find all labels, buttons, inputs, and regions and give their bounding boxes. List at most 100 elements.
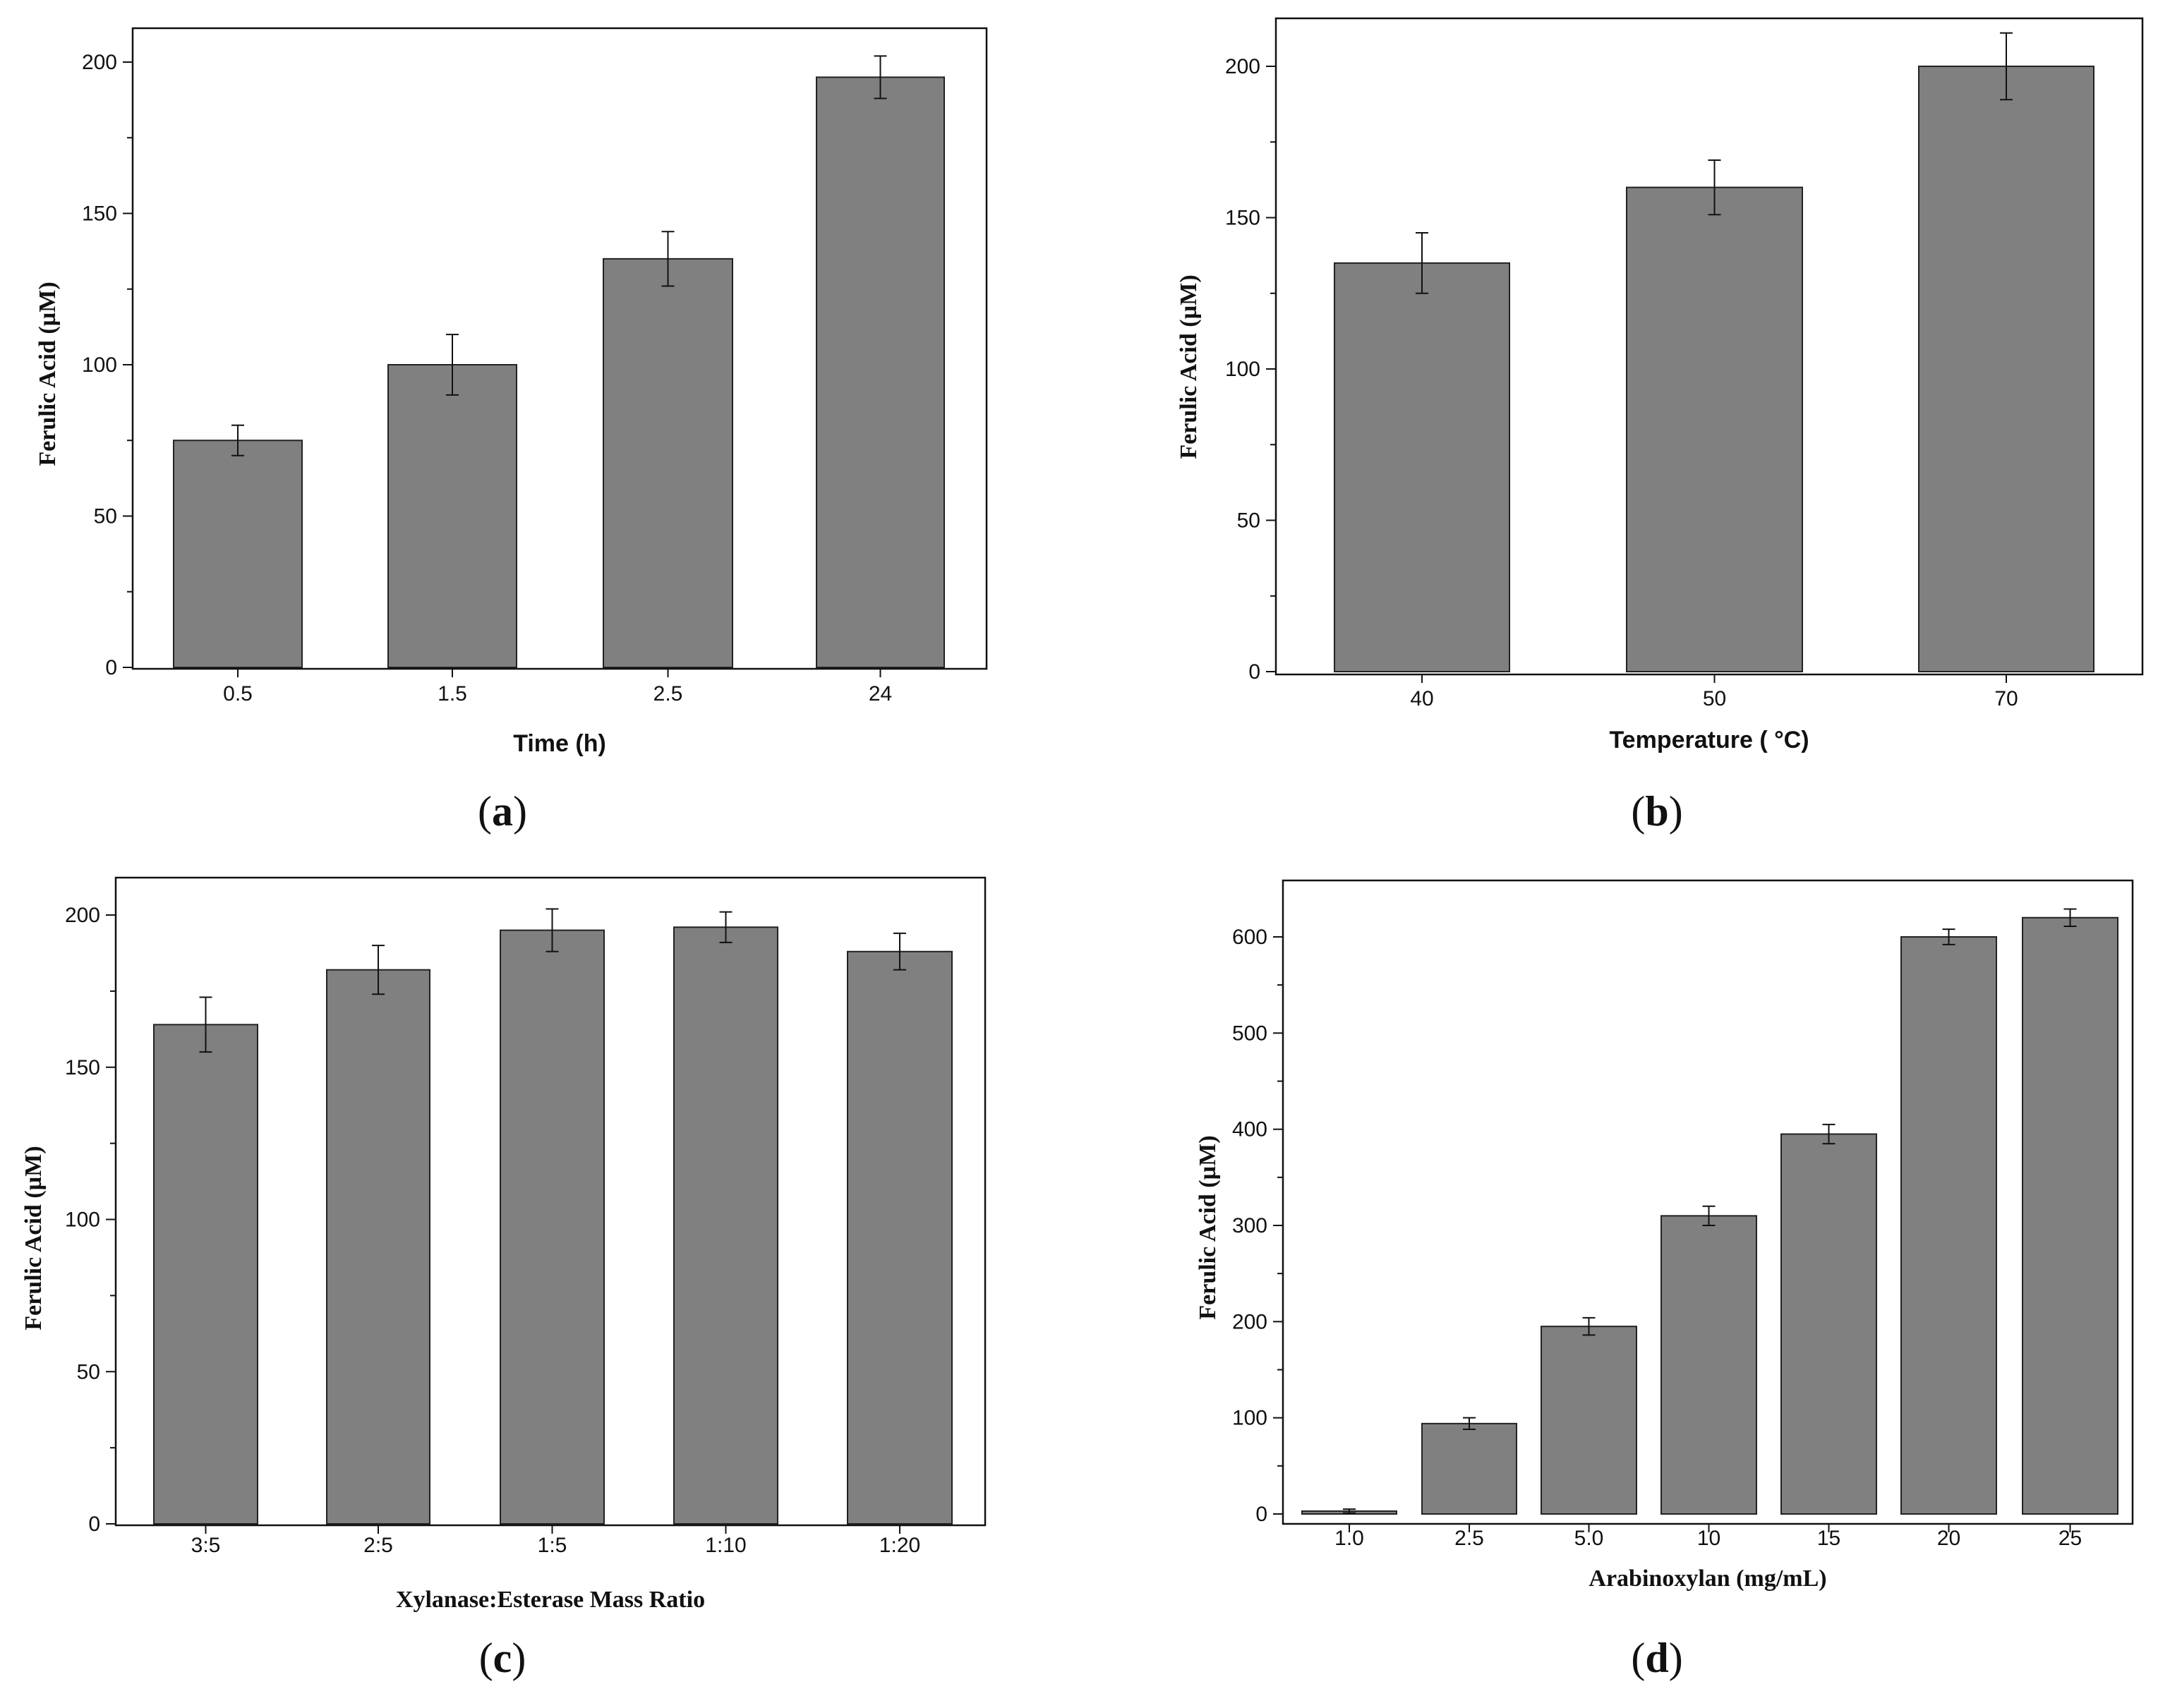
bar: [1900, 936, 1997, 1515]
error-bar: [719, 911, 733, 943]
chart-panel-a: 0 50 100 150 200 0.5 1.5 2.5 24 Time (h) Ferulic A…: [35, 27, 988, 835]
y-axis-title: Ferulic Acid (µM): [20, 1146, 47, 1330]
bar: [1626, 186, 1803, 673]
panel-caption-letter: a: [492, 788, 513, 835]
plot-frame: [131, 27, 988, 670]
bar: [1918, 66, 2094, 672]
chart-panel-c: 0 50 100 150 200 3:5 2:5 1:5 1:10 1:20 Xylanase:Es…: [20, 876, 987, 1681]
x-tick-label: 40: [1410, 687, 1433, 710]
plot-frame: [114, 876, 987, 1527]
y-tick-label: 100: [65, 1209, 100, 1232]
error-bar: [545, 908, 559, 952]
bar: [153, 1024, 258, 1525]
error-bar: [1708, 159, 1721, 216]
error-bar: [874, 55, 887, 99]
x-tick-label: 2.5: [653, 682, 683, 705]
x-tick-label: 0.5: [223, 682, 253, 705]
error-bar: [1822, 1123, 1836, 1145]
x-axis-title: Arabinoxylan (mg/mL): [1589, 1565, 1826, 1592]
y-tick-label: 100: [82, 353, 117, 377]
panel-caption-letter: c: [493, 1635, 512, 1681]
plot-frame: [1282, 879, 2134, 1525]
panel-caption-letter: b: [1645, 788, 1668, 835]
x-tick-label: 15: [1817, 1527, 1840, 1550]
x-tick-label: 10: [1697, 1527, 1720, 1550]
plot-frame: [1274, 17, 2144, 676]
y-tick-label: 0: [1255, 1503, 1267, 1526]
x-tick-label: 1.5: [438, 682, 467, 705]
y-axis-title: Ferulic Acid (µM): [1195, 1135, 1221, 1319]
error-bar: [1463, 1417, 1476, 1431]
y-tick-label: 200: [82, 51, 117, 74]
error-bar: [1343, 1508, 1356, 1514]
bar: [673, 926, 778, 1525]
x-tick-label: 1:5: [538, 1534, 567, 1557]
y-axis-title: Ferulic Acid (µM): [1176, 274, 1202, 459]
panel-caption: (b): [1631, 788, 1682, 835]
x-tick-label: 1:10: [705, 1534, 746, 1557]
x-tick-label: 2.5: [1454, 1527, 1484, 1550]
y-tick-label: 600: [1232, 926, 1267, 949]
bar: [1660, 1215, 1757, 1515]
y-tick-label: 50: [1237, 509, 1260, 533]
error-bar: [372, 945, 385, 995]
x-axis-title: Xylanase:Esterase Mass Ratio: [396, 1587, 705, 1613]
bar: [1334, 262, 1510, 673]
y-tick-label: 200: [1225, 55, 1260, 78]
bar: [1541, 1326, 1637, 1515]
y-tick-label: 0: [105, 656, 117, 679]
panel-caption: (c): [479, 1635, 526, 1681]
bar: [847, 950, 953, 1525]
error-bar: [1416, 231, 1428, 294]
error-bar: [2063, 908, 2077, 928]
error-bar: [1702, 1205, 1716, 1226]
bar: [603, 258, 733, 669]
error-bar: [1582, 1316, 1596, 1336]
x-tick-label: 20: [1937, 1527, 1960, 1550]
error-bar: [893, 932, 906, 971]
panel-caption: (a): [478, 788, 527, 835]
y-tick-label: 150: [82, 202, 117, 226]
bar: [816, 76, 945, 668]
y-tick-label: 500: [1232, 1022, 1267, 1045]
bar: [326, 969, 430, 1525]
bar: [1780, 1133, 1877, 1515]
error-bar: [446, 334, 459, 396]
chart-panel-d: 0 100 200 300 400 500 600 1.0 2.5 5.0 10 15 20 25 Arab…: [1195, 879, 2134, 1681]
y-tick-label: 50: [77, 1360, 100, 1383]
y-tick-label: 200: [1232, 1310, 1267, 1333]
y-tick-label: 100: [1232, 1407, 1267, 1430]
bar: [1421, 1422, 1517, 1515]
x-tick-label: 50: [1703, 687, 1726, 710]
x-tick-label: 24: [869, 682, 892, 705]
bar: [173, 440, 303, 668]
x-axis-title: Temperature ( °C): [1609, 727, 1809, 753]
y-axis-title: Ferulic Acid (µM): [35, 281, 61, 466]
bar: [500, 929, 605, 1525]
y-tick-label: 300: [1232, 1214, 1267, 1237]
error-bar: [231, 424, 244, 456]
x-tick-label: 5.0: [1574, 1527, 1604, 1550]
x-tick-label: 1.0: [1334, 1527, 1364, 1550]
y-tick-label: 400: [1232, 1118, 1267, 1141]
y-tick-label: 0: [1248, 660, 1260, 684]
x-tick-label: 2:5: [363, 1534, 393, 1557]
y-tick-label: 150: [65, 1056, 100, 1079]
y-tick-label: 100: [1225, 358, 1260, 381]
y-tick-label: 200: [65, 904, 100, 927]
x-tick-label: 3:5: [191, 1534, 221, 1557]
chart-panel-b: 0 50 100 150 200 40 50 70 Temperature ( °C) Ferul…: [1176, 17, 2144, 835]
y-tick-label: 150: [1225, 207, 1260, 230]
x-axis-title: Time (h): [513, 730, 606, 757]
x-tick-label: 70: [1994, 687, 2018, 710]
error-bar: [199, 996, 212, 1053]
panel-caption: (d): [1631, 1635, 1682, 1681]
x-tick-label: 25: [2059, 1527, 2082, 1550]
error-bar: [661, 231, 675, 287]
bar: [387, 364, 517, 668]
y-tick-label: 50: [94, 505, 117, 528]
panel-caption-letter: d: [1645, 1635, 1668, 1681]
y-tick-label: 0: [88, 1513, 100, 1536]
x-tick-label: 1:20: [879, 1534, 920, 1557]
